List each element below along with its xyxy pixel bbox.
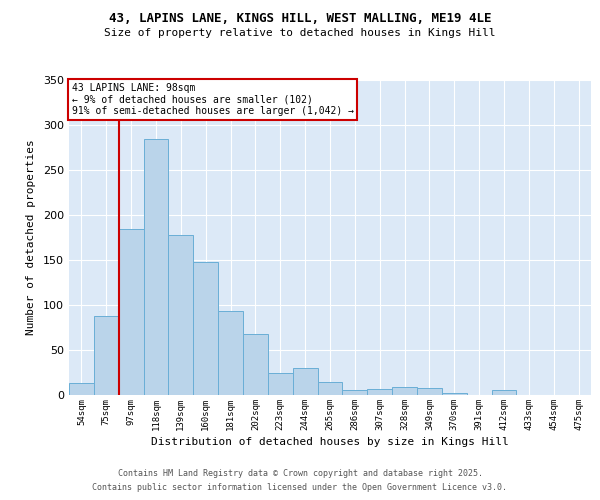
Bar <box>243 334 268 395</box>
Bar <box>119 228 143 395</box>
Bar <box>69 384 94 395</box>
Bar <box>169 235 193 395</box>
Bar <box>94 316 119 395</box>
Bar <box>293 368 317 395</box>
Text: Contains public sector information licensed under the Open Government Licence v3: Contains public sector information licen… <box>92 484 508 492</box>
Bar <box>317 382 343 395</box>
Text: Size of property relative to detached houses in Kings Hill: Size of property relative to detached ho… <box>104 28 496 38</box>
Bar <box>143 138 169 395</box>
Y-axis label: Number of detached properties: Number of detached properties <box>26 140 36 336</box>
Bar <box>392 387 417 395</box>
Bar <box>268 372 293 395</box>
Bar <box>442 393 467 395</box>
X-axis label: Distribution of detached houses by size in Kings Hill: Distribution of detached houses by size … <box>151 437 509 447</box>
Bar <box>218 312 243 395</box>
Bar <box>193 262 218 395</box>
Bar <box>367 388 392 395</box>
Text: 43 LAPINS LANE: 98sqm
← 9% of detached houses are smaller (102)
91% of semi-deta: 43 LAPINS LANE: 98sqm ← 9% of detached h… <box>71 83 353 116</box>
Text: 43, LAPINS LANE, KINGS HILL, WEST MALLING, ME19 4LE: 43, LAPINS LANE, KINGS HILL, WEST MALLIN… <box>109 12 491 26</box>
Bar <box>343 390 367 395</box>
Bar <box>417 388 442 395</box>
Text: Contains HM Land Registry data © Crown copyright and database right 2025.: Contains HM Land Registry data © Crown c… <box>118 468 482 477</box>
Bar <box>491 390 517 395</box>
